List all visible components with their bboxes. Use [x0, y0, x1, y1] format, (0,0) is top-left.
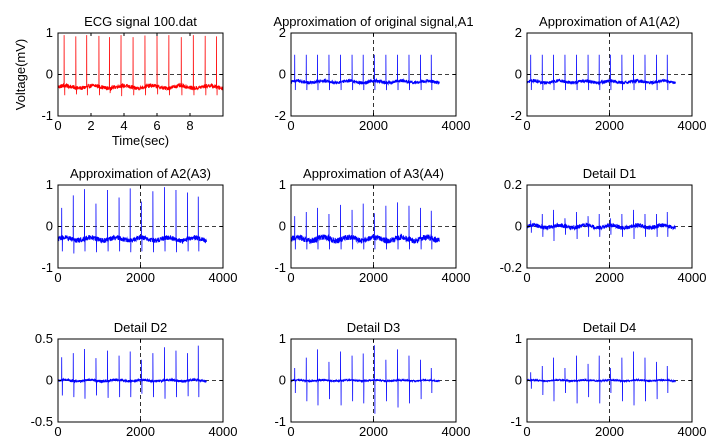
- signal-series-line: [58, 345, 207, 399]
- x-tick-label: 6: [153, 118, 160, 133]
- y-tick-label: 0: [279, 373, 286, 388]
- y-tick-label: 0: [46, 373, 53, 388]
- subplot-title: Approximation of original signal,A1: [273, 14, 473, 29]
- y-tick-label: -1: [41, 108, 53, 123]
- x-tick-label: 4000: [678, 270, 707, 285]
- x-tick-label: 0: [54, 118, 61, 133]
- x-tick-label: 4000: [209, 270, 238, 285]
- x-tick-label: 4000: [442, 270, 471, 285]
- x-tick-label: 0: [287, 424, 294, 439]
- signal-series-line: [527, 54, 676, 91]
- signal-series-line: [291, 54, 440, 91]
- x-tick-label: 2000: [359, 424, 388, 439]
- x-tick-label: 2: [87, 118, 94, 133]
- y-tick-label: 0.2: [504, 177, 522, 192]
- x-tick-label: 0: [523, 424, 530, 439]
- subplot-title: Detail D1: [583, 166, 636, 181]
- signal-series-line: [58, 187, 207, 254]
- y-tick-label: -2: [510, 108, 522, 123]
- subplot-title: Approximation of A1(A2): [539, 14, 680, 29]
- x-tick-label: 2000: [595, 270, 624, 285]
- y-tick-label: 0: [515, 219, 522, 234]
- x-tick-label: 4000: [442, 118, 471, 133]
- x-tick-label: 8: [186, 118, 193, 133]
- x-tick-label: 4000: [442, 424, 471, 439]
- subplot-title: Approximation of A3(A4): [303, 166, 444, 181]
- x-tick-label: 4000: [678, 424, 707, 439]
- x-tick-label: 2000: [359, 270, 388, 285]
- y-tick-label: 1: [46, 177, 53, 192]
- y-axis-label: Voltage(mV): [13, 39, 28, 111]
- signal-series-line: [291, 345, 440, 414]
- signal-series-line: [291, 202, 440, 250]
- x-tick-label: 4: [120, 118, 127, 133]
- y-tick-label: 0: [279, 219, 286, 234]
- signal-series-line: [527, 351, 676, 406]
- y-tick-label: 0: [46, 219, 53, 234]
- y-tick-label: 0: [515, 67, 522, 82]
- y-tick-label: -1: [510, 414, 522, 429]
- y-tick-label: 0: [279, 67, 286, 82]
- signal-series-line: [527, 209, 676, 242]
- x-tick-label: 0: [54, 270, 61, 285]
- x-tick-label: 0: [287, 118, 294, 133]
- y-tick-label: 0: [46, 67, 53, 82]
- x-tick-label: 2000: [595, 118, 624, 133]
- subplot-title: Detail D2: [114, 320, 167, 335]
- x-axis-label: Time(sec): [112, 133, 169, 148]
- subplot-title: Detail D3: [347, 320, 400, 335]
- x-tick-label: 0: [287, 270, 294, 285]
- x-tick-label: 2000: [595, 424, 624, 439]
- x-tick-label: 2000: [126, 270, 155, 285]
- y-tick-label: 1: [515, 331, 522, 346]
- y-tick-label: 1: [46, 25, 53, 40]
- y-tick-label: 1: [279, 177, 286, 192]
- signal-series-line: [58, 35, 223, 97]
- y-tick-label: -0.2: [500, 260, 522, 275]
- x-tick-label: 0: [54, 424, 61, 439]
- x-tick-label: 2000: [359, 118, 388, 133]
- subplot-title: Approximation of A2(A3): [70, 166, 211, 181]
- x-tick-label: 0: [523, 118, 530, 133]
- subplot-title: Detail D4: [583, 320, 636, 335]
- y-tick-label: 1: [279, 331, 286, 346]
- y-tick-label: -0.5: [31, 414, 53, 429]
- y-tick-label: 0: [515, 373, 522, 388]
- y-tick-label: -1: [41, 260, 53, 275]
- y-tick-label: -2: [274, 108, 286, 123]
- x-tick-label: 0: [523, 270, 530, 285]
- x-tick-label: 4000: [678, 118, 707, 133]
- x-tick-label: 2000: [126, 424, 155, 439]
- x-tick-label: 4000: [209, 424, 238, 439]
- y-tick-label: 2: [279, 25, 286, 40]
- y-tick-label: 2: [515, 25, 522, 40]
- y-tick-label: 0.5: [35, 331, 53, 346]
- subplot-title: ECG signal 100.dat: [84, 14, 197, 29]
- y-tick-label: -1: [274, 414, 286, 429]
- y-tick-label: -1: [274, 260, 286, 275]
